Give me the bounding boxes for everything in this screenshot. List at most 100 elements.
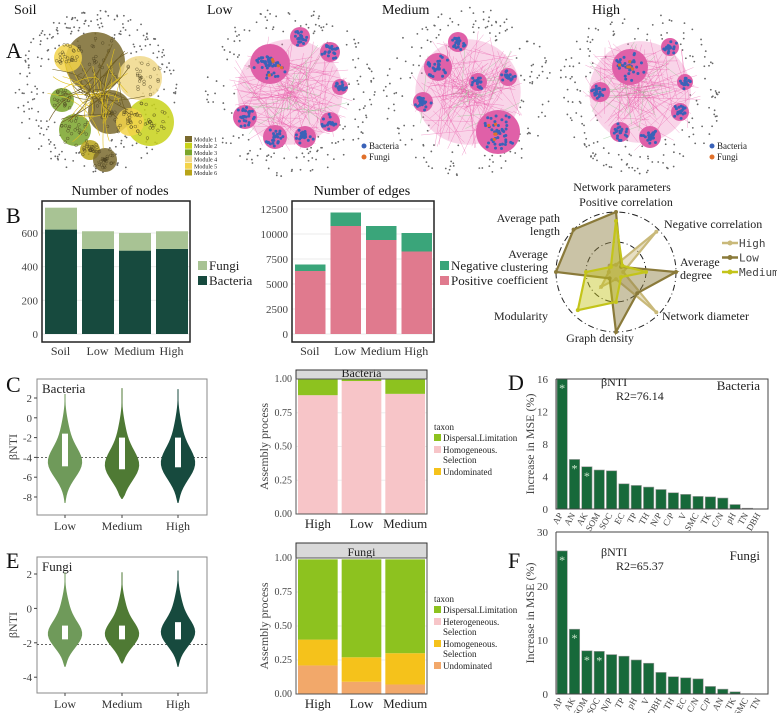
isolated-node — [387, 107, 390, 110]
fungi-node — [492, 137, 496, 142]
isolated-node — [322, 26, 325, 28]
network-edge — [464, 98, 513, 113]
bacteria-node — [676, 112, 680, 116]
fungi-legend-icon — [709, 154, 715, 160]
panel-label: Bacteria — [42, 381, 86, 396]
module-node — [97, 150, 102, 154]
isolated-node — [457, 23, 460, 26]
module-node — [62, 43, 66, 47]
network-edge — [461, 54, 506, 131]
isolated-node — [660, 34, 663, 36]
isolated-node — [37, 110, 40, 113]
network-edge — [61, 67, 130, 123]
network-edge — [234, 66, 302, 147]
bacteria-node — [271, 141, 275, 145]
isolated-node — [579, 90, 582, 92]
bacteria-node — [438, 59, 442, 63]
radar-axis-label: Average — [680, 255, 720, 269]
bacteria-node — [293, 34, 297, 38]
legend-label: High — [739, 237, 766, 250]
bacteria-node — [452, 45, 456, 49]
bacteria-node — [485, 145, 489, 149]
isolated-node — [623, 18, 626, 21]
module-node — [128, 119, 132, 123]
isolated-node — [646, 33, 649, 36]
isolated-node — [527, 127, 529, 130]
module-node — [102, 164, 106, 168]
isolated-node — [146, 38, 149, 40]
bacteria-node — [264, 64, 268, 68]
bar-negative — [401, 233, 432, 252]
isolated-node — [313, 10, 315, 13]
isolated-node — [448, 168, 451, 171]
y-tick-label: 0.50 — [275, 442, 293, 453]
bacteria-node — [509, 140, 513, 144]
bacteria-node — [507, 115, 511, 119]
bacteria-node — [297, 128, 301, 132]
isolated-node — [303, 156, 305, 158]
isolated-node — [548, 72, 551, 74]
isolated-node — [633, 37, 636, 40]
bar-bacteria — [82, 248, 114, 334]
bacteria-node — [683, 78, 687, 82]
isolated-node — [275, 174, 278, 177]
bacteria-node — [265, 76, 269, 80]
bacteria-node — [614, 130, 618, 134]
bacteria-node — [320, 52, 324, 56]
y-tick-label: 0 — [27, 413, 33, 425]
legend-label: Selection — [443, 649, 477, 659]
module-node — [106, 49, 111, 53]
bacteria-node — [283, 70, 287, 74]
network-edge — [288, 80, 353, 102]
bacteria-node — [681, 105, 685, 109]
bacteria-node — [618, 138, 622, 142]
network-edge — [466, 51, 522, 115]
network-edge — [257, 42, 325, 110]
y-tick-label: 10000 — [261, 229, 289, 241]
radar-point — [619, 275, 624, 280]
isolated-node — [694, 142, 697, 145]
module-node — [156, 78, 160, 82]
network-edge — [311, 124, 323, 133]
isolated-node — [628, 153, 631, 156]
isolated-node — [477, 26, 480, 29]
isolated-node — [28, 137, 31, 140]
panel-letter-b: B — [6, 203, 21, 228]
bacteria-node — [328, 115, 332, 119]
bacteria-node — [500, 147, 504, 151]
bacteria-node — [678, 79, 682, 83]
isolated-node — [267, 154, 270, 157]
isolated-node — [511, 26, 513, 29]
network-edge — [666, 95, 701, 106]
isolated-node — [45, 128, 48, 131]
isolated-node — [152, 52, 155, 55]
isolated-node — [163, 54, 166, 57]
module-node — [71, 48, 75, 52]
isolated-node — [122, 26, 125, 29]
bacteria-node — [616, 122, 620, 126]
importance-bar — [618, 483, 630, 510]
isolated-node — [668, 19, 671, 21]
module-node — [161, 120, 165, 124]
isolated-node — [124, 135, 127, 138]
legend-title: taxon — [434, 422, 454, 432]
module-node — [58, 56, 62, 60]
isolated-node — [625, 163, 628, 166]
isolated-node — [366, 63, 369, 66]
isolated-node — [241, 134, 244, 136]
isolated-node — [451, 151, 454, 154]
module-node — [74, 143, 78, 147]
isolated-node — [260, 13, 262, 16]
module-node — [84, 132, 88, 136]
network-edge — [294, 72, 330, 84]
network-edge — [289, 90, 318, 136]
isolated-node — [47, 125, 50, 128]
isolated-node — [360, 131, 363, 133]
isolated-node — [361, 132, 364, 134]
bacteria-node — [433, 62, 437, 66]
bar-segment — [341, 559, 382, 658]
bacteria-node — [332, 123, 336, 127]
module-node — [68, 44, 72, 49]
isolated-node — [255, 21, 258, 24]
bacteria-node — [279, 136, 283, 140]
